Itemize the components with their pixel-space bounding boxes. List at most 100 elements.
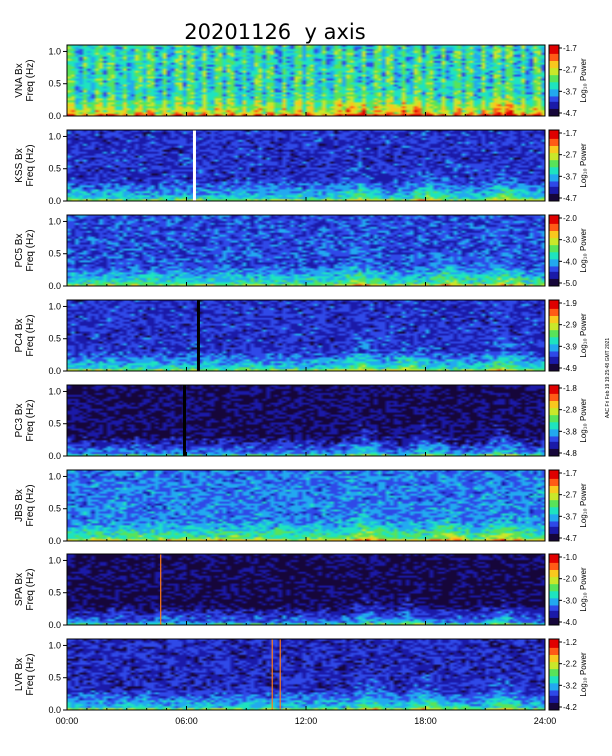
colorbar-step bbox=[549, 393, 559, 397]
panel-stack: 0.0 0.5 1.0 VNA BxFreq (Hz) -1.7 -2.7 -3.7 -4.7… bbox=[14, 44, 588, 726]
colorbar-tick-label: -2.0 bbox=[563, 214, 577, 223]
colorbar-step bbox=[549, 676, 559, 679]
colorbar-step bbox=[549, 310, 559, 313]
colorbar-step bbox=[549, 480, 559, 483]
colorbar-step bbox=[549, 594, 559, 598]
colorbar-step bbox=[549, 75, 559, 78]
colorbar-step bbox=[549, 183, 559, 186]
colorbar-tick-label: -4.7 bbox=[563, 194, 577, 203]
colorbar-step bbox=[549, 473, 559, 476]
colorbar-step bbox=[549, 137, 559, 140]
colorbar-step bbox=[549, 517, 559, 521]
colorbar-step bbox=[549, 555, 559, 559]
colorbar-step bbox=[549, 585, 559, 589]
colorbar-tick-label: -1.2 bbox=[563, 638, 577, 647]
spectrogram-cells bbox=[67, 45, 545, 116]
y-axis-label: PC5 BxFreq (Hz) bbox=[14, 229, 36, 271]
colorbar-frame bbox=[548, 469, 560, 542]
colorbar-step bbox=[549, 257, 559, 260]
colorbar-step bbox=[549, 273, 559, 276]
colorbar-step bbox=[549, 418, 559, 421]
colorbar-step bbox=[549, 416, 559, 420]
y-tick-label: 1.0 bbox=[48, 301, 61, 311]
colorbar-tick-label: -1.7 bbox=[563, 469, 577, 478]
colorbar-step bbox=[549, 84, 559, 87]
colorbar-step bbox=[549, 674, 559, 677]
colorbar-step bbox=[549, 704, 559, 707]
colorbar-step bbox=[549, 314, 559, 317]
colorbar-step bbox=[549, 653, 559, 656]
colorbar-step bbox=[549, 225, 559, 228]
colorbar-step bbox=[549, 385, 559, 388]
colorbar-step bbox=[549, 278, 559, 282]
colorbar-step bbox=[549, 71, 559, 74]
colorbar-step bbox=[549, 573, 559, 576]
colorbar-step bbox=[549, 686, 559, 690]
colorbar-step bbox=[549, 66, 559, 69]
colorbar-step bbox=[549, 484, 559, 487]
colorbar-step bbox=[549, 78, 559, 81]
colorbar-step bbox=[549, 523, 559, 526]
colorbar-step bbox=[549, 323, 559, 326]
colorbar-step bbox=[549, 535, 559, 538]
colorbar-step bbox=[549, 321, 559, 324]
colorbar-step bbox=[549, 654, 559, 658]
colorbar-step bbox=[549, 347, 559, 351]
colorbar-step bbox=[549, 133, 559, 136]
colorbar-step bbox=[549, 69, 559, 73]
colorbar-step bbox=[549, 305, 559, 308]
y-axis-label: LVR BxFreq (Hz) bbox=[14, 653, 36, 695]
colorbar-step bbox=[549, 60, 559, 64]
colorbar-step bbox=[549, 561, 559, 564]
colorbar-step bbox=[549, 400, 559, 404]
colorbar-step bbox=[549, 339, 559, 342]
colorbar-step bbox=[549, 181, 559, 184]
colorbar-step bbox=[549, 510, 559, 514]
colorbar-tick-label: -2.0 bbox=[563, 575, 577, 584]
colorbar-step bbox=[549, 333, 559, 336]
y-tick-label: 0.0 bbox=[48, 111, 61, 121]
colorbar-step bbox=[549, 369, 559, 372]
colorbar-step bbox=[549, 342, 559, 345]
colorbar-step bbox=[549, 236, 559, 239]
colorbar-tick-label: -2.7 bbox=[563, 151, 577, 160]
colorbar-step bbox=[549, 222, 559, 225]
colorbar-tick-label: -1.7 bbox=[563, 44, 577, 53]
colorbar-step bbox=[549, 170, 559, 174]
colorbar-step bbox=[549, 605, 559, 608]
colorbar-tick-label: -1.9 bbox=[563, 299, 577, 308]
colorbar-step bbox=[549, 557, 559, 560]
colorbar-step bbox=[549, 87, 559, 90]
colorbar-step bbox=[549, 559, 559, 562]
colorbar-tick-label: -2.2 bbox=[563, 660, 577, 669]
colorbar-step bbox=[549, 255, 559, 259]
colorbar-step bbox=[549, 303, 559, 306]
colorbar-step bbox=[549, 507, 559, 510]
colorbar-step bbox=[549, 617, 559, 621]
y-tick-label: 1.0 bbox=[48, 216, 61, 226]
colorbar-tick-label: -1.0 bbox=[563, 553, 577, 562]
spectrogram-cells bbox=[67, 385, 545, 456]
colorbar-step bbox=[549, 593, 559, 596]
colorbar-step bbox=[549, 360, 559, 363]
colorbar-step bbox=[549, 275, 559, 278]
colorbar-step bbox=[549, 525, 559, 528]
colorbar-tick-label: -1.7 bbox=[563, 129, 577, 138]
colorbar-step bbox=[549, 413, 559, 416]
colorbar-step bbox=[549, 261, 559, 264]
colorbar-step bbox=[549, 496, 559, 499]
colorbar-step bbox=[549, 690, 559, 693]
colorbar-step bbox=[549, 509, 559, 512]
y-axis-label: PC4 BxFreq (Hz) bbox=[14, 314, 36, 356]
colorbar-step bbox=[549, 160, 559, 163]
colorbar-step bbox=[549, 215, 559, 218]
colorbar-step bbox=[549, 326, 559, 329]
colorbar-step bbox=[549, 308, 559, 312]
spike-line bbox=[160, 554, 162, 625]
colorbar-step bbox=[549, 432, 559, 436]
colorbar-step bbox=[549, 478, 559, 482]
colorbar-step bbox=[549, 344, 559, 347]
colorbar-step bbox=[549, 174, 559, 177]
spectrogram-cells bbox=[67, 215, 545, 286]
colorbar-step bbox=[549, 59, 559, 62]
